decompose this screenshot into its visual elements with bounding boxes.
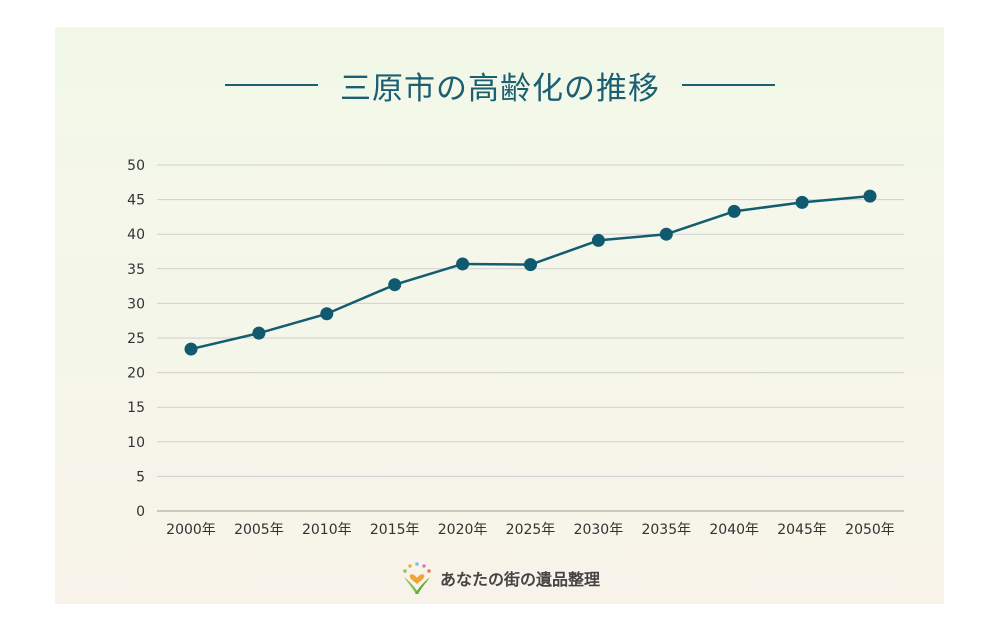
grid-lines [157, 164, 904, 512]
y-tick-label: 10 [127, 435, 145, 451]
x-tick-label: 2045年 [777, 522, 827, 538]
y-tick-label: 35 [127, 262, 145, 278]
x-tick-label: 2035年 [641, 522, 691, 538]
footer-brand: あなたの街の遺品整理 [0, 560, 1000, 596]
chart-title: 三原市の高齢化の推移 [340, 70, 660, 107]
data-point [795, 195, 809, 209]
x-tick-label: 2010年 [302, 522, 352, 538]
chart-card [55, 27, 944, 604]
data-point [320, 307, 334, 321]
x-tick-label: 2015年 [370, 522, 420, 538]
y-tick-label: 25 [127, 331, 145, 347]
x-tick-label: 2050年 [845, 522, 895, 538]
data-point [456, 257, 470, 271]
title-left-rule [225, 84, 318, 86]
data-point [863, 189, 877, 203]
y-tick-label: 40 [127, 227, 145, 243]
data-point [388, 278, 402, 292]
data-point [184, 342, 198, 356]
data-point [727, 204, 741, 218]
x-tick-label: 2040年 [709, 522, 759, 538]
data-point [591, 233, 605, 247]
y-tick-label: 30 [127, 296, 145, 312]
x-tick-label: 2025年 [506, 522, 556, 538]
x-tick-label: 2020年 [438, 522, 488, 538]
data-point [659, 227, 673, 241]
y-tick-label: 5 [136, 469, 145, 485]
x-tick-label: 2000年 [166, 522, 216, 538]
data-point [252, 326, 266, 340]
footer-brand-text: あなたの街の遺品整理 [439, 570, 600, 589]
series-layer [184, 189, 877, 356]
title-right-rule [682, 84, 775, 86]
brand-logo-icon [403, 562, 431, 594]
series-line [190, 194, 871, 351]
y-tick-label: 45 [127, 193, 145, 209]
y-tick-label: 50 [127, 158, 145, 174]
y-tick-label: 0 [136, 504, 145, 520]
x-axis-labels: 2000年 2005年 2010年 2015年 2020年 2025年 2030年 2035年… [166, 522, 895, 538]
y-tick-label: 15 [127, 400, 145, 416]
data-point [524, 258, 537, 272]
x-tick-label: 2005年 [234, 522, 284, 538]
y-tick-label: 20 [127, 366, 145, 382]
chart-title-row: 三原市の高齢化の推移 [0, 60, 1000, 110]
y-axis-labels: 0 5 10 15 20 25 30 35 40 45 50 [127, 158, 145, 520]
x-tick-label: 2030年 [574, 522, 624, 538]
